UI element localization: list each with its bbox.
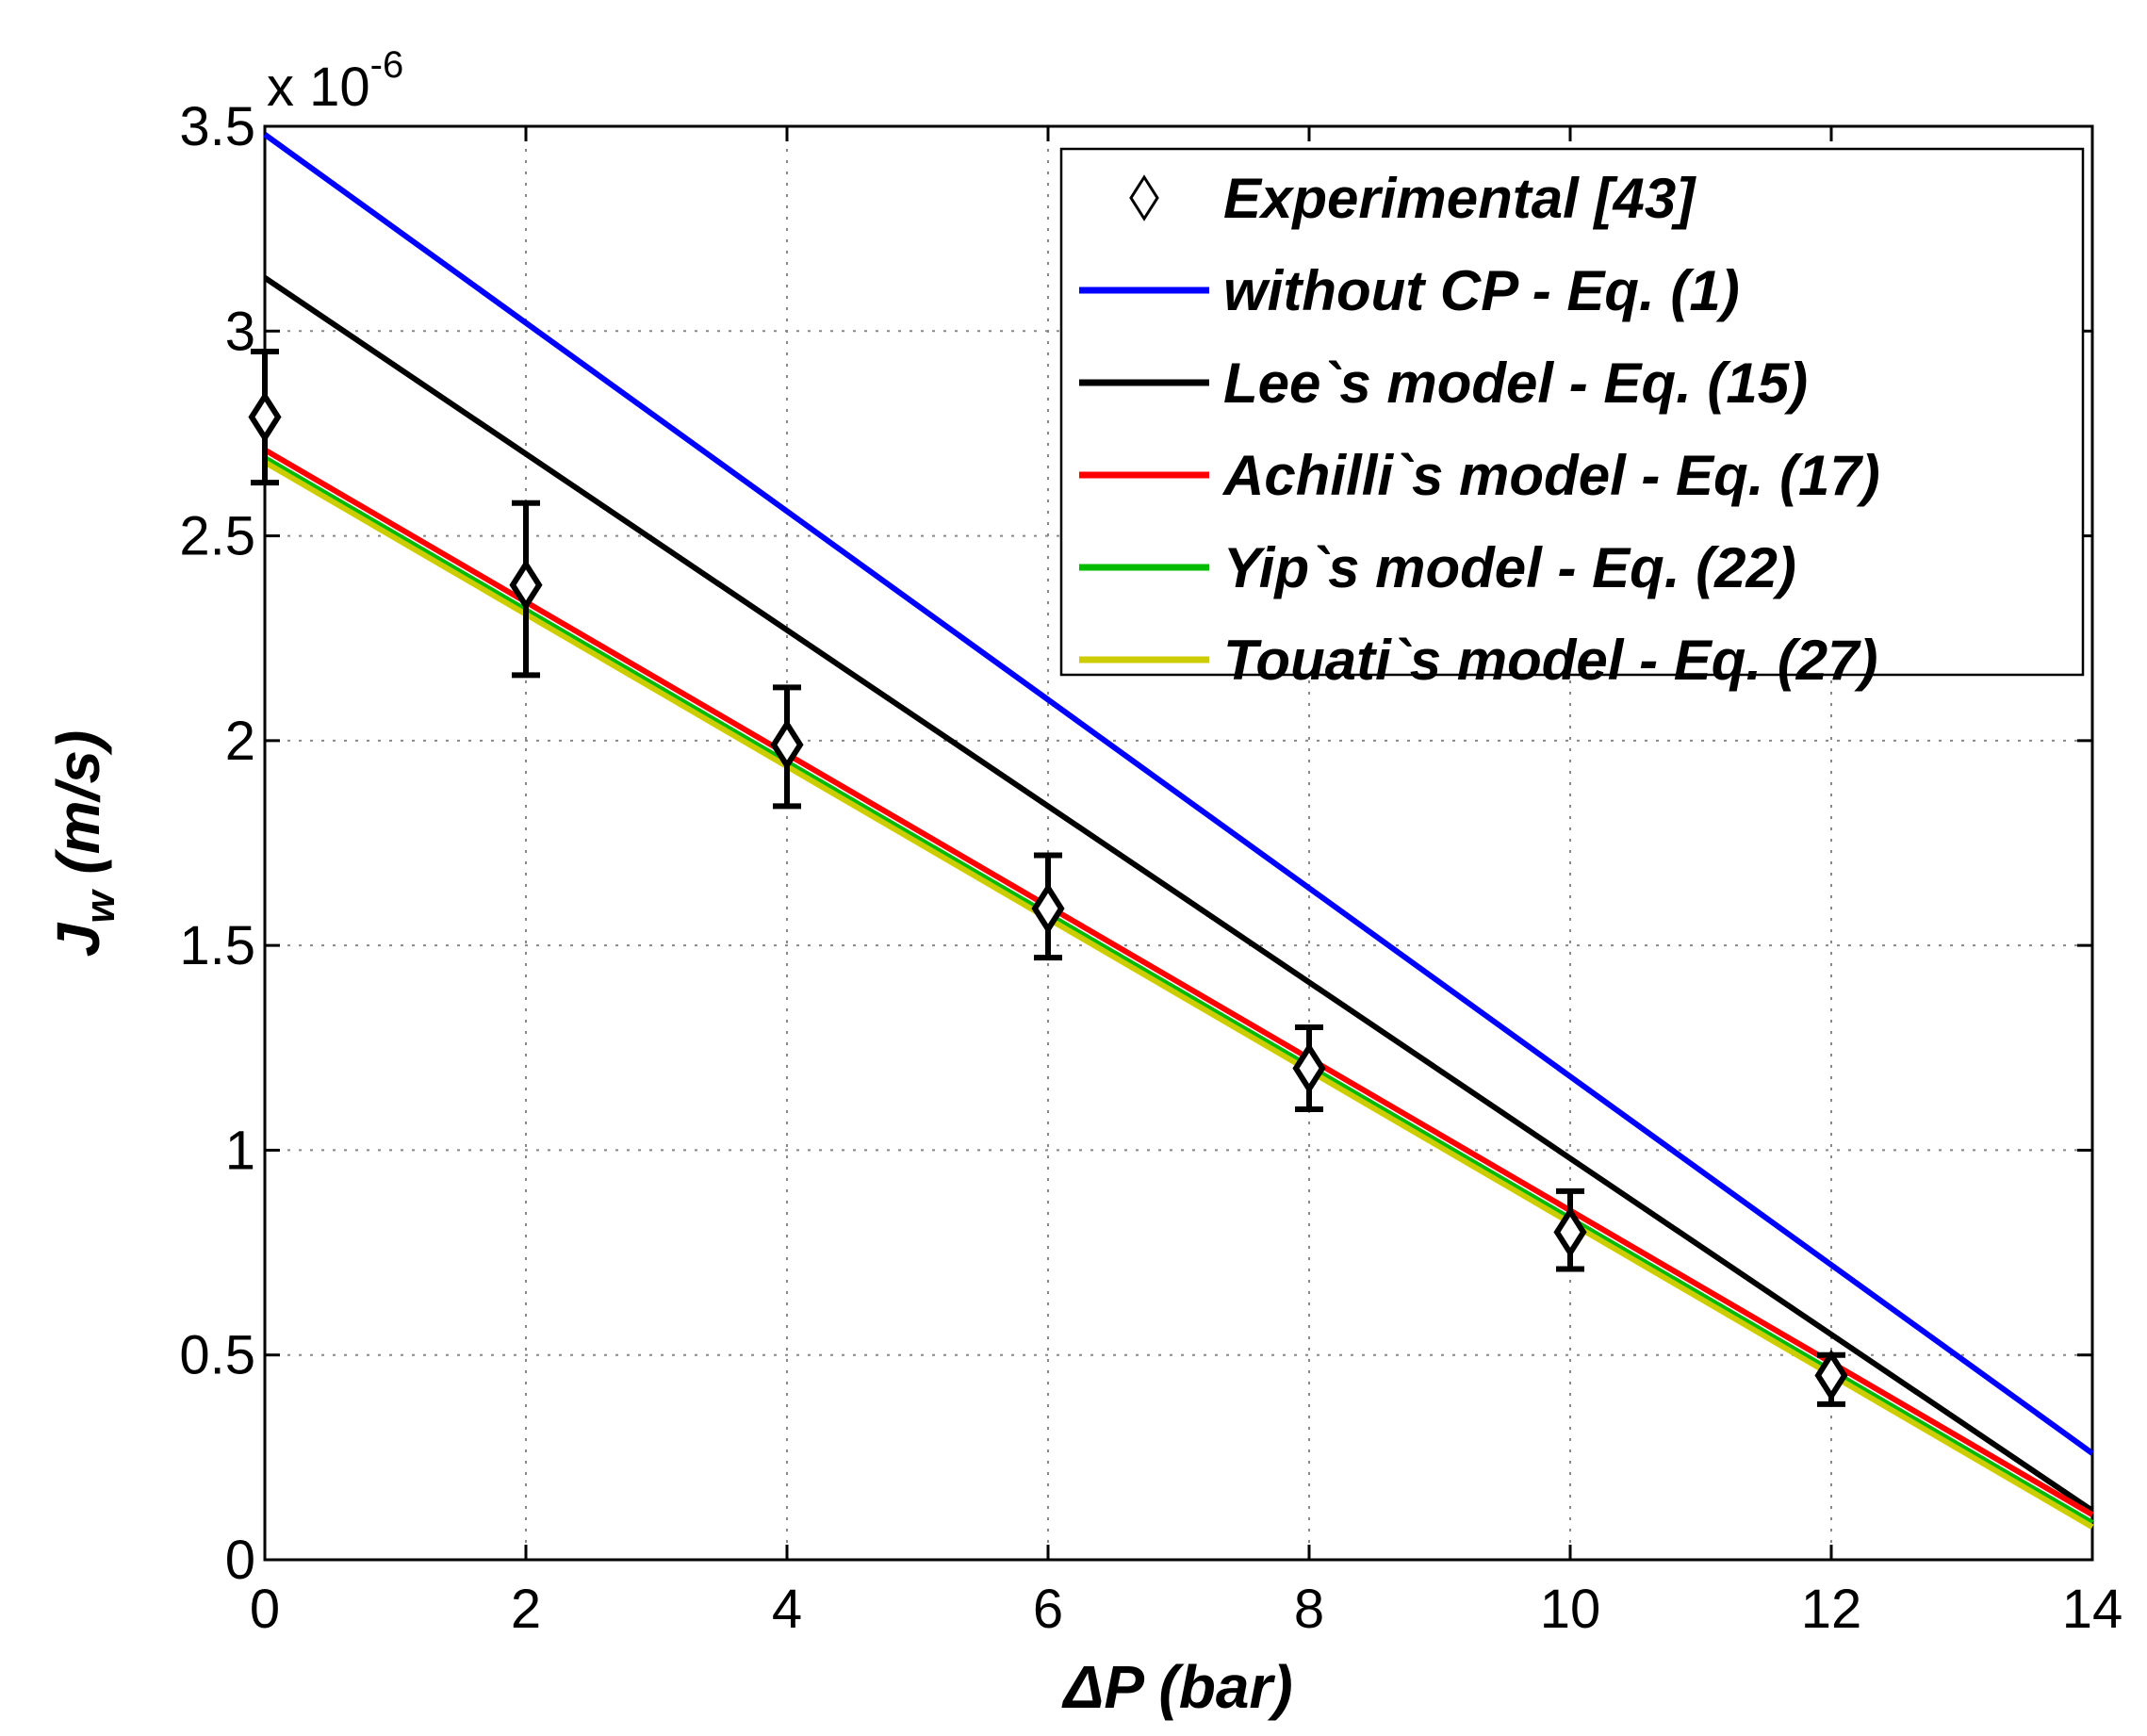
legend-item-4: Touati`s model - Eq. (27) — [1079, 629, 1877, 692]
diamond-marker — [509, 559, 543, 612]
legend-item-0: without CP - Eq. (1) — [1079, 259, 1740, 322]
x-tick-label: 14 — [2062, 1579, 2123, 1640]
series-line-0 — [263, 132, 2094, 1456]
y-multiplier: x 10-6 — [267, 44, 403, 118]
y-tick-label: 0.5 — [179, 1325, 255, 1386]
diamond-marker — [1814, 1349, 1848, 1402]
legend-item-3: Yip`s model - Eq. (22) — [1079, 536, 1796, 599]
legend-diamond-marker — [1129, 174, 1159, 221]
legend-label: Experimental [43] — [1223, 167, 1696, 230]
experimental-point — [770, 684, 804, 810]
experimental-points — [248, 349, 1848, 1407]
y-tick-label: 1 — [225, 1120, 255, 1181]
y-axis-label-main: J — [44, 922, 112, 957]
experimental-point — [248, 349, 282, 486]
y-tick-label: 1.5 — [179, 915, 255, 976]
x-tick-label: 4 — [772, 1579, 802, 1640]
x-axis-label-symbol: ΔP — [1061, 1653, 1144, 1721]
series-lines — [263, 132, 2094, 1530]
x-tick-label: 8 — [1294, 1579, 1324, 1640]
x-tick-label: 0 — [250, 1579, 280, 1640]
legend-label: Touati`s model - Eq. (27) — [1223, 629, 1877, 692]
experimental-point — [509, 500, 543, 679]
y-axis-label-sub: w — [77, 889, 123, 924]
series-line-3 — [263, 455, 2094, 1526]
series-line-1 — [263, 275, 2094, 1514]
diamond-marker — [1031, 882, 1065, 935]
legend-item-experimental: Experimental [43] — [1129, 167, 1696, 230]
y-tick-label: 3.5 — [179, 96, 255, 157]
series-line-2 — [263, 447, 2094, 1517]
x-axis-label: ΔP (bar) — [1061, 1653, 1292, 1721]
experimental-point — [1292, 1024, 1326, 1112]
axis-ticks: 0 2 4 6 8 10 12 14 0 0.5 1 1.5 2 2.5 3 3.5 — [179, 96, 2122, 1640]
experimental-point — [1553, 1187, 1587, 1272]
x-axis-label-unit: (bar) — [1142, 1653, 1293, 1721]
legend-item-2: Achilli`s model - Eq. (17) — [1079, 444, 1880, 507]
y-tick-label: 2 — [225, 711, 255, 772]
y-tick-label: 3 — [225, 301, 255, 362]
diamond-marker — [770, 718, 804, 771]
y-tick-label: 2.5 — [179, 506, 255, 567]
x-tick-label: 2 — [511, 1579, 541, 1640]
x-tick-label: 10 — [1540, 1579, 1601, 1640]
legend-box — [1059, 147, 2085, 677]
diamond-marker — [1553, 1205, 1587, 1258]
y-axis-label: Jw (m/s) — [44, 730, 123, 958]
experimental-point — [1814, 1349, 1848, 1407]
diamond-marker — [1292, 1041, 1326, 1095]
y-multiplier-exponent: -6 — [370, 44, 404, 86]
legend: Experimental [43] without CP - Eq. (1) Lee… — [1059, 147, 2085, 692]
x-tick-label: 12 — [1801, 1579, 1862, 1640]
y-multiplier-base: x 10 — [267, 57, 370, 118]
legend-label: Achilli`s model - Eq. (17) — [1221, 444, 1880, 507]
legend-label: without CP - Eq. (1) — [1223, 259, 1740, 322]
y-tick-label: 0 — [225, 1530, 255, 1591]
plot-frame — [263, 124, 2094, 1562]
series-line-4 — [263, 459, 2094, 1530]
legend-label: Lee`s model - Eq. (15) — [1223, 352, 1808, 415]
y-axis-label-unit: (m/s) — [44, 730, 112, 892]
diamond-marker — [248, 390, 282, 444]
legend-label: Yip`s model - Eq. (22) — [1223, 536, 1796, 599]
experimental-point — [1031, 852, 1065, 961]
legend-item-1: Lee`s model - Eq. (15) — [1079, 352, 1808, 415]
x-tick-label: 6 — [1033, 1579, 1063, 1640]
